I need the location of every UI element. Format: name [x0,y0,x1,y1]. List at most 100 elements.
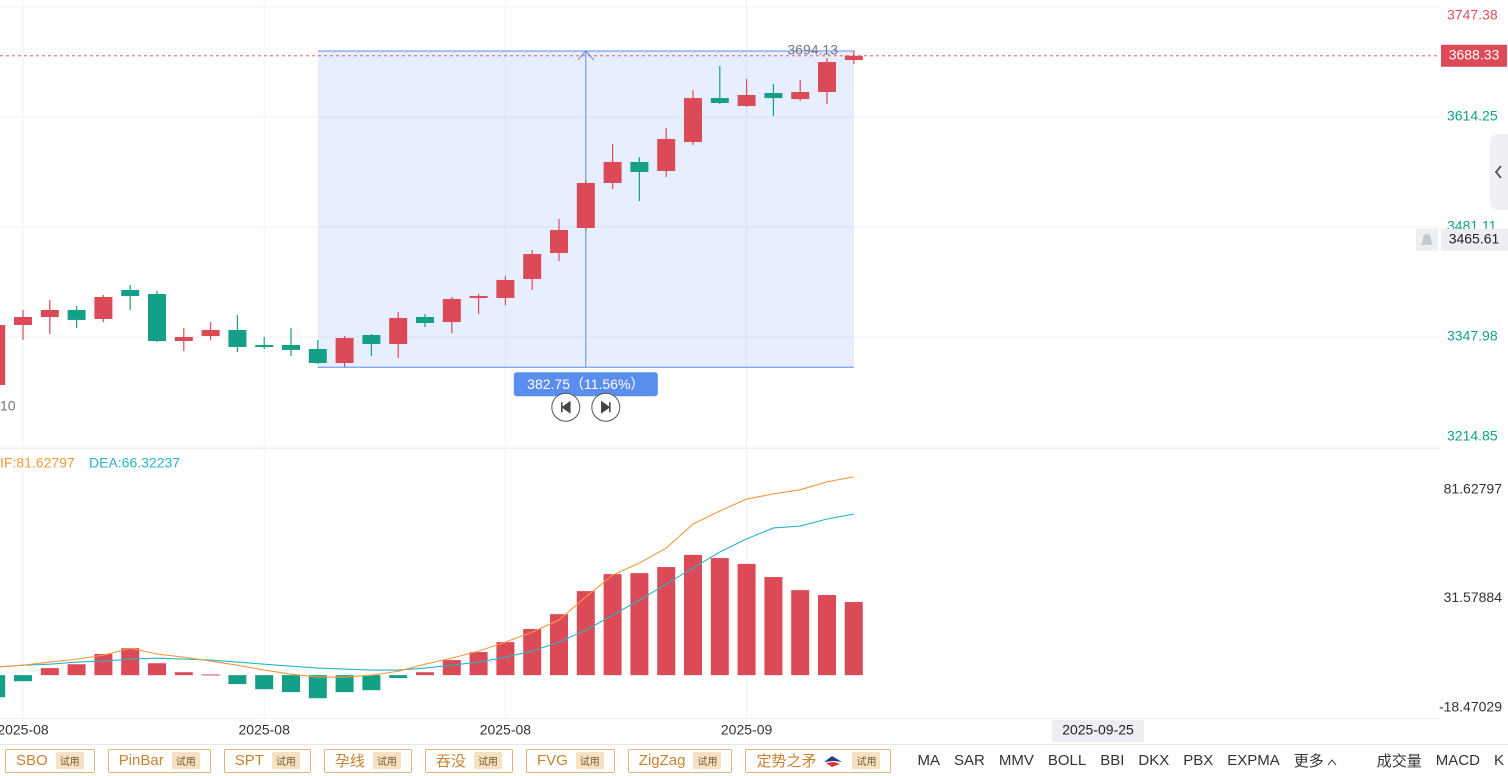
macd-bar [416,672,434,676]
macd-bar [362,675,381,691]
pattern-button[interactable]: FVG 试用 [525,748,615,773]
pattern-name: SBO [16,752,48,769]
y-tick-label: -18.47029 [1439,699,1502,715]
pattern-button[interactable]: SBO 试用 [5,748,95,773]
chart: 3214.853347.983481.113614.253747.382025-… [0,0,1508,742]
pattern-name: 定势之矛 [756,753,817,770]
macd-bar [335,675,354,693]
macd-bar [603,574,622,676]
indicator-button[interactable]: SAR [953,752,985,769]
dea-legend: DEA:66.32237 [89,455,180,471]
panel-button[interactable]: MACD [1435,752,1480,769]
y-tick-label: 3747.38 [1447,7,1498,23]
macd-bar [308,675,327,699]
indicator-button[interactable]: PBX [1183,752,1214,769]
y-tick-label: 3347.98 [1447,328,1498,344]
candle-body [603,161,622,183]
pattern-badge: 试用 [473,752,502,769]
candle-body [389,317,408,345]
crosshair-date-label: 2025-09-25 [1062,722,1134,738]
macd-bar [282,675,300,693]
pattern-button[interactable]: ZigZag 试用 [627,748,733,773]
macd-bar [791,590,810,676]
pattern-button[interactable]: SPT 试用 [223,748,311,773]
pattern-button[interactable]: 孕线 试用 [323,748,412,773]
macd-bar [576,591,595,676]
pattern-button[interactable]: 吞没 试用 [424,748,513,773]
candle-body [148,294,166,342]
macd-bar [94,654,113,676]
candle-body [844,55,863,61]
macd-bar [469,652,488,676]
macd-bar [228,675,247,685]
candle-body [416,316,434,324]
macd-bar [630,573,649,676]
side-panel-toggle[interactable] [1490,134,1508,210]
measure-prev-button[interactable] [551,392,581,422]
measure-next-button[interactable] [591,392,621,422]
candle-body [174,336,193,342]
macd-bar [0,675,6,698]
candle-body [523,254,542,279]
crosshair-bell [1421,233,1433,245]
pattern-badge: 试用 [852,752,881,769]
pattern-button[interactable]: 定势之矛 试用 [745,748,892,773]
crosshair-price-label: 3465.61 [1449,231,1500,247]
low-marker-label: 10 [0,398,16,414]
candle-body [442,298,461,323]
candle-body [40,309,59,317]
pattern-name: 吞没 [435,753,466,770]
candle-body [94,296,113,319]
macd-bar [174,672,193,676]
macd-bar [67,664,86,676]
macd-bar [389,675,408,679]
dif-line [0,476,854,678]
pattern-badge: 试用 [372,752,401,769]
candle-body [308,348,327,364]
x-tick-label: 2025-08 [480,722,532,738]
indicator-button[interactable]: 更多 [1294,750,1337,771]
x-tick-label: 2025-08 [239,722,291,738]
pattern-badge: 试用 [575,752,604,769]
macd-bar [764,577,783,676]
measure-arrowhead [577,50,595,61]
macd-bar [844,602,863,676]
pattern-badge: 试用 [693,752,722,769]
indicator-button[interactable]: EXPMA [1227,752,1280,769]
y-tick-label: 81.62797 [1444,481,1503,497]
indicator-button[interactable]: MA [917,752,940,769]
panel-button[interactable]: K [1493,752,1504,769]
macd-bar [710,558,729,676]
toolbar: SBO 试用 PinBar 试用 SPT 试用 孕线 试用 吞没 试用 FVG 试用 ZigZag 试用定… [0,744,1508,776]
candle-body [630,161,649,172]
pattern-name: 孕线 [334,753,365,770]
candle-body [657,139,676,171]
indicator-button[interactable]: DKX [1138,752,1170,769]
last-price-tag [1441,44,1507,67]
candle-body [201,329,220,336]
indicator-button[interactable]: BBI [1100,752,1125,769]
macd-bar [684,554,702,676]
pattern-name: FVG [536,752,568,769]
macd-bar [148,663,166,676]
more-caret [1327,759,1337,766]
last-price-label: 3688.33 [1449,46,1500,62]
candle-body [282,345,300,350]
candle-body [791,92,810,100]
candle-body [550,229,568,253]
macd-bar [550,614,568,676]
candle-body [469,296,488,298]
measure-label: 382.75（11.56%） [527,376,644,392]
panel-button[interactable]: 成交量 [1376,753,1422,770]
candle-body [14,316,32,326]
candle-body [818,62,836,93]
candle-body [0,325,6,385]
pattern-button[interactable]: PinBar 试用 [107,748,211,773]
macd-bar [737,563,756,676]
indicator-button[interactable]: BOLL [1047,752,1087,769]
dif-legend: IF:81.62797 [0,455,75,471]
macd-bar [121,648,140,676]
macd-bar [496,642,515,676]
indicator-button[interactable]: MMV [998,752,1034,769]
